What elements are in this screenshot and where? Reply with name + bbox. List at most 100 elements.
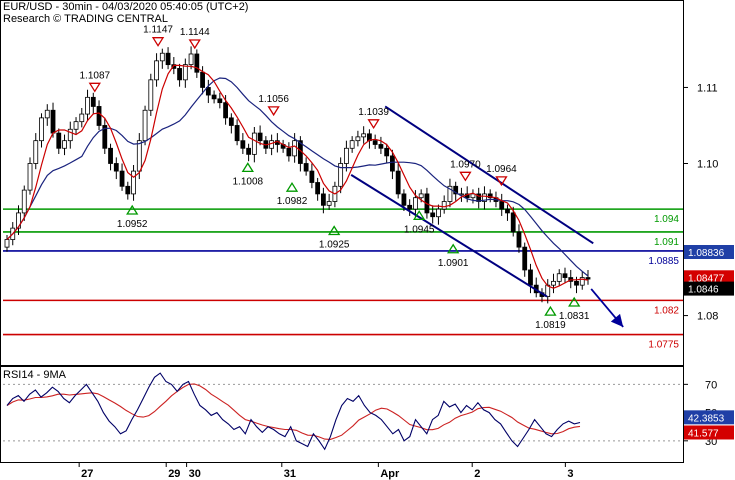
candle-body <box>223 102 228 119</box>
candle-body <box>188 53 194 66</box>
candle-body <box>217 98 223 104</box>
swing-high-label: 1.1087 <box>80 70 111 81</box>
candle-body <box>159 52 165 62</box>
swing-low-label: 1.0901 <box>438 258 469 269</box>
time-tick-label: 29 <box>168 468 180 480</box>
candle-body <box>372 140 378 145</box>
candle-body <box>522 246 528 271</box>
price-tag-box <box>684 245 734 260</box>
swing-high-marker <box>151 37 165 47</box>
swing-high-marker <box>459 171 472 182</box>
swing-high-marker <box>367 119 380 130</box>
time-tick-label: 31 <box>284 468 296 480</box>
time-tick-label: 3 <box>567 468 573 480</box>
candle-body <box>487 193 493 199</box>
price-tag-box <box>684 270 734 285</box>
rsi-panel-frame <box>0 366 684 463</box>
swing-low-label: 1.0831 <box>559 311 590 322</box>
candle-body <box>96 106 102 126</box>
candle-body <box>136 140 142 172</box>
candle-body <box>510 212 516 233</box>
candle-body <box>205 87 211 96</box>
swing-high-marker <box>495 176 508 187</box>
candle-body <box>361 133 367 138</box>
candle-body <box>269 140 275 149</box>
candle-body <box>482 193 487 202</box>
candle-body <box>240 140 246 149</box>
horizontal-level-label: 1.0775 <box>648 340 679 351</box>
candle-body <box>303 163 309 172</box>
rsi-ma-line <box>6 383 581 440</box>
candle-body <box>27 163 33 191</box>
candle-body <box>142 109 148 142</box>
swing-high-label: 1.0970 <box>450 159 481 170</box>
price-tag-label: 1.08836 <box>688 248 725 259</box>
candle-body <box>4 239 10 248</box>
swing-low-label: 1.0819 <box>535 320 566 331</box>
candle-body <box>528 269 533 286</box>
candle-body <box>182 64 188 81</box>
candle-body <box>228 117 234 126</box>
channel-upper-line <box>384 105 594 245</box>
candle-body <box>73 121 79 130</box>
price-y-tick-label: 1.08 <box>697 311 718 323</box>
candle-body <box>338 163 344 187</box>
swing-low-marker <box>446 243 460 254</box>
candle-body <box>516 231 522 248</box>
candle-body <box>44 109 50 119</box>
candle-body <box>395 170 401 195</box>
candle-body <box>574 280 579 286</box>
candle-body <box>384 147 390 157</box>
candle-body <box>33 140 39 164</box>
candle-body <box>355 136 361 142</box>
candle-body <box>108 147 113 164</box>
rsi-tag-box <box>684 410 734 425</box>
swing-high-label: 1.1144 <box>180 27 210 38</box>
candle-body <box>505 208 510 214</box>
price-tag-box <box>684 281 734 296</box>
price-tag-label: 1.08477 <box>688 273 725 284</box>
candle-body <box>148 79 154 111</box>
candle-body <box>499 201 505 210</box>
candle-body <box>401 193 407 206</box>
candle-body <box>67 128 73 142</box>
candle-body <box>441 201 447 210</box>
candle-body <box>418 193 424 199</box>
swing-high-label: 1.1147 <box>143 25 173 36</box>
candle-body <box>257 132 263 142</box>
candle-body <box>286 147 292 157</box>
chart-title: EUR/USD - 30min - 04/03/2020 05:40:05 (U… <box>3 1 249 13</box>
moving-average-blue <box>6 77 589 277</box>
rsi-panel-title: RSI14 - 9MA <box>3 369 67 381</box>
swing-high-marker <box>188 39 201 50</box>
candle-body <box>579 277 585 286</box>
candle-body <box>251 132 257 155</box>
candle-body <box>413 197 418 210</box>
candle-body <box>390 155 395 172</box>
candle-body <box>171 64 177 69</box>
candle-body <box>349 140 355 149</box>
candle-body <box>562 273 568 278</box>
horizontal-level-label: 1.091 <box>654 237 679 248</box>
swing-high-label: 1.1056 <box>258 94 289 105</box>
time-tick-label: Apr <box>380 468 400 480</box>
channel-lower-line <box>350 174 548 298</box>
candle-body <box>343 147 349 164</box>
swing-low-marker <box>412 210 426 220</box>
candle-body <box>551 280 556 286</box>
candle-body <box>21 189 27 214</box>
candle-body <box>453 185 459 195</box>
candle-body <box>326 201 332 206</box>
rsi-tag-label: 42.3853 <box>688 413 725 424</box>
candle-body <box>200 71 205 88</box>
candle-body <box>447 185 453 202</box>
horizontal-level-label: 1.094 <box>654 214 679 225</box>
candle-body <box>102 125 108 149</box>
candle-body <box>85 96 90 115</box>
candle-body <box>125 185 131 195</box>
swing-high-marker <box>88 82 101 93</box>
candle-body <box>194 53 200 73</box>
swing-low-marker <box>241 162 254 173</box>
swing-high-label: 1.0964 <box>486 164 517 175</box>
